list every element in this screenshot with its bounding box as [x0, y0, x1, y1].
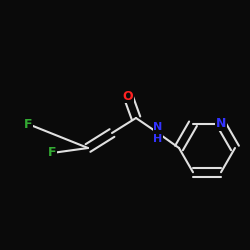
Text: N
H: N H	[154, 122, 162, 144]
Text: F: F	[24, 118, 32, 130]
Text: F: F	[48, 146, 56, 160]
Text: O: O	[123, 90, 133, 102]
Text: N: N	[216, 117, 226, 130]
